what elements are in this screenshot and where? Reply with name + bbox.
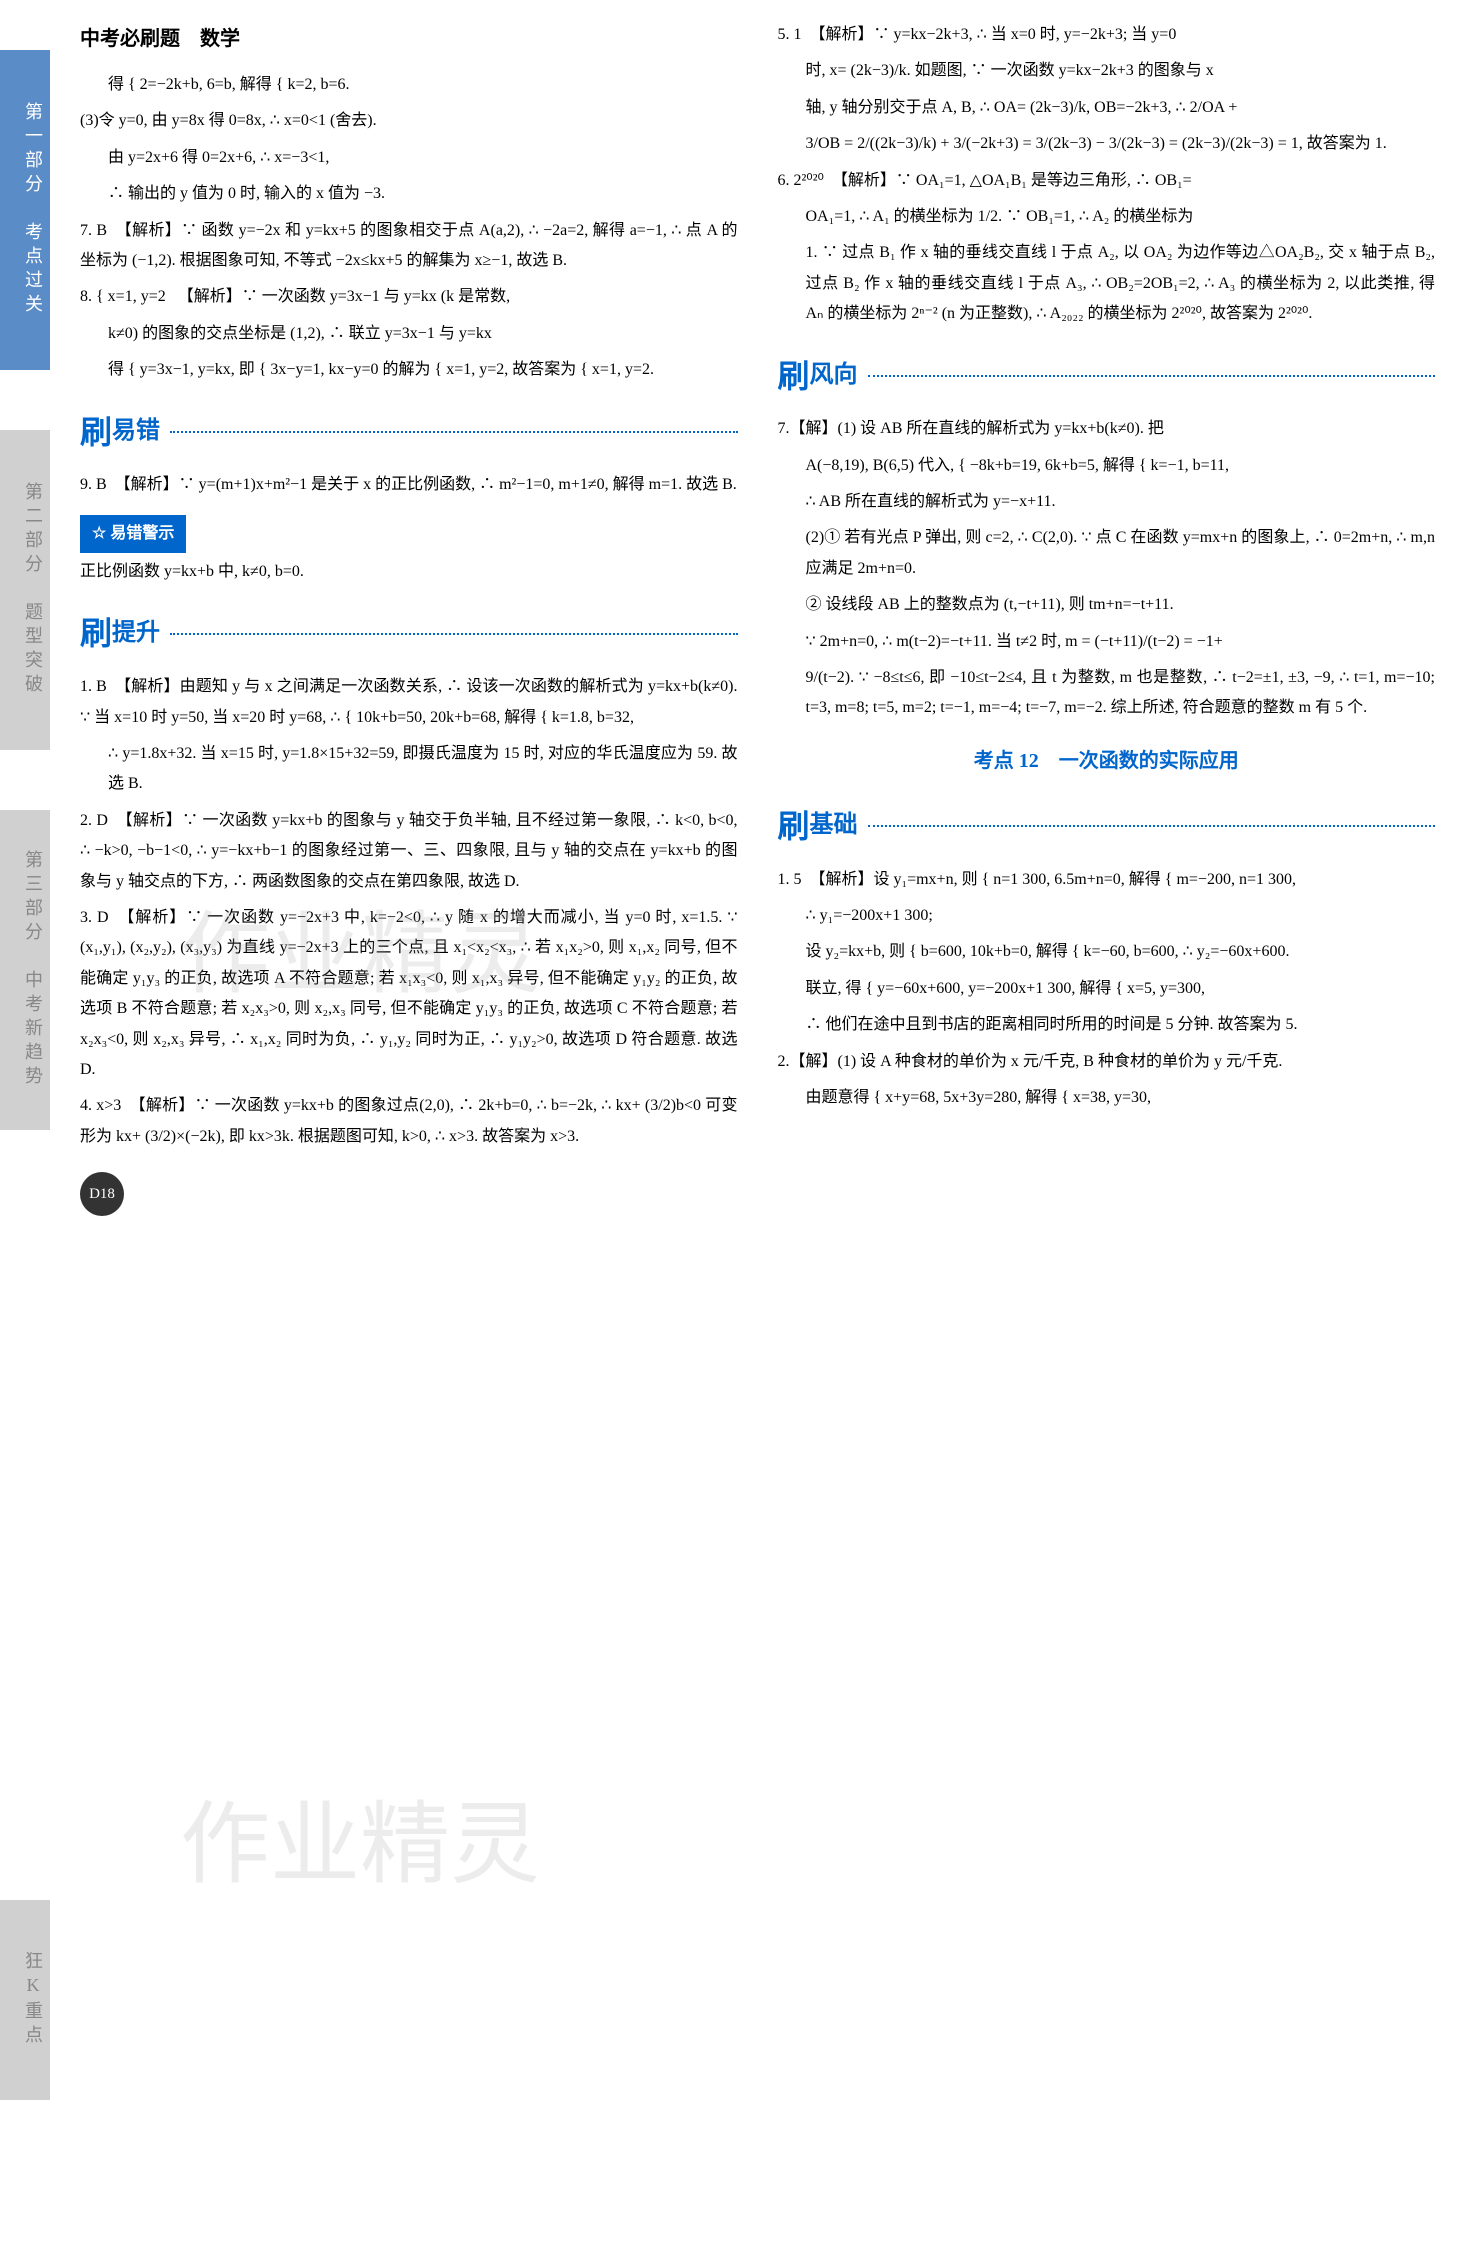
content-area: 中考必刷题 数学 得 { 2=−2k+b, 6=b, 解得 { k=2, b=6… — [50, 0, 1475, 1256]
tab-part4: 狂K重点 — [0, 1900, 50, 2100]
solution-text: (3)令 y=0, 由 y=8x 得 0=8x, ∴ x=0<1 (舍去). — [80, 106, 738, 136]
solution-text: 得 { 2=−2k+b, 6=b, 解得 { k=2, b=6. — [80, 70, 738, 100]
tisheng-q1: 1. B 【解析】由题知 y 与 x 之间满足一次函数关系, ∴ 设该一次函数的… — [80, 672, 738, 733]
left-column: 中考必刷题 数学 得 { 2=−2k+b, 6=b, 解得 { k=2, b=6… — [80, 20, 738, 1216]
solution-text: A(−8,19), B(6,5) 代入, { −8k+b=19, 6k+b=5,… — [778, 451, 1436, 481]
solution-text: ∴ 输出的 y 值为 0 时, 输入的 x 值为 −3. — [80, 179, 738, 209]
tisheng-q2: 2. D 【解析】∵ 一次函数 y=kx+b 的图象与 y 轴交于负半轴, 且不… — [80, 806, 738, 897]
section-big: 刷 — [778, 346, 810, 407]
tisheng-q4: 4. x>3 【解析】∵ 一次函数 y=kx+b 的图象过点(2,0), ∴ 2… — [80, 1091, 738, 1152]
solution-text: k≠0) 的图象的交点坐标是 (1,2), ∴ 联立 y=3x−1 与 y=kx — [80, 319, 738, 349]
section-big: 刷 — [80, 603, 112, 664]
section-big: 刷 — [778, 796, 810, 857]
solution-text: ∴ y=1.8x+32. 当 x=15 时, y=1.8×15+32=59, 即… — [80, 739, 738, 800]
tab-part2: 第二部分 题型突破 — [0, 430, 50, 750]
page-title: 中考必刷题 数学 — [80, 20, 738, 58]
page-number: D18 — [80, 1172, 124, 1216]
right-column: 5. 1 【解析】∵ y=kx−2k+3, ∴ 当 x=0 时, y=−2k+3… — [778, 20, 1436, 1216]
solution-text: (2)① 若有光点 P 弹出, 则 c=2, ∴ C(2,0). ∵ 点 C 在… — [778, 523, 1436, 584]
star-icon: ☆ — [92, 525, 106, 542]
section-yicuo: 刷易错 — [80, 402, 738, 463]
question-9: 9. B 【解析】∵ y=(m+1)x+m²−1 是关于 x 的正比例函数, ∴… — [80, 470, 738, 500]
warning-box: ☆易错警示 — [80, 515, 186, 553]
solution-text: 轴, y 轴分别交于点 A, B, ∴ OA= (2k−3)/k, OB=−2k… — [778, 93, 1436, 123]
tisheng-q3: 3. D 【解析】∵ 一次函数 y=−2x+3 中, k=−2<0, ∴ y 随… — [80, 903, 738, 1085]
section-label: 风向 — [810, 353, 858, 399]
solution-text: 时, x= (2k−3)/k. 如题图, ∵ 一次函数 y=kx−2k+3 的图… — [778, 56, 1436, 86]
fengxiang-q7: 7.【解】(1) 设 AB 所在直线的解析式为 y=kx+b(k≠0). 把 — [778, 414, 1436, 444]
question-6: 6. 2²⁰²⁰ 【解析】∵ OA₁=1, △OA₁B₁ 是等边三角形, ∴ O… — [778, 166, 1436, 196]
warning-label: 易错警示 — [110, 525, 174, 542]
solution-text: 9/(t−2). ∵ −8≤t≤6, 即 −10≤t−2≤4, 且 t 为整数,… — [778, 663, 1436, 724]
section-label: 提升 — [112, 611, 160, 657]
solution-text: ∴ 他们在途中且到书店的距离相同时所用的时间是 5 分钟. 故答案为 5. — [778, 1010, 1436, 1040]
solution-text: 3/OB = 2/((2k−3)/k) + 3/(−2k+3) = 3/(2k−… — [778, 129, 1436, 159]
solution-text: OA₁=1, ∴ A₁ 的横坐标为 1/2. ∵ OB₁=1, ∴ A₂ 的横坐… — [778, 202, 1436, 232]
solution-text: 由 y=2x+6 得 0=2x+6, ∴ x=−3<1, — [80, 143, 738, 173]
question-8: 8. { x=1, y=2 【解析】∵ 一次函数 y=3x−1 与 y=kx (… — [80, 282, 738, 312]
solution-text: ② 设线段 AB 上的整数点为 (t,−t+11), 则 tm+n=−t+11. — [778, 590, 1436, 620]
dots-decoration — [170, 633, 737, 635]
dots-decoration — [868, 825, 1435, 827]
dots-decoration — [170, 431, 737, 433]
section-label: 基础 — [810, 803, 858, 849]
section-jichu: 刷基础 — [778, 796, 1436, 857]
tab-part1: 第一部分 考点过关 — [0, 50, 50, 370]
dots-decoration — [868, 375, 1435, 377]
kaodian-12-title: 考点 12 一次函数的实际应用 — [778, 742, 1436, 780]
solution-text: ∵ 2m+n=0, ∴ m(t−2)=−t+11. 当 t≠2 时, m = (… — [778, 627, 1436, 657]
solution-text: 得 { y=3x−1, y=kx, 即 { 3x−y=1, kx−y=0 的解为… — [80, 355, 738, 385]
solution-text: 由题意得 { x+y=68, 5x+3y=280, 解得 { x=38, y=3… — [778, 1083, 1436, 1113]
question-7: 7. B 【解析】∵ 函数 y=−2x 和 y=kx+5 的图象相交于点 A(a… — [80, 216, 738, 277]
jichu-q1: 1. 5 【解析】设 y₁=mx+n, 则 { n=1 300, 6.5m+n=… — [778, 865, 1436, 895]
solution-text: ∴ AB 所在直线的解析式为 y=−x+11. — [778, 487, 1436, 517]
section-tisheng: 刷提升 — [80, 603, 738, 664]
jichu-q2: 2.【解】(1) 设 A 种食材的单价为 x 元/千克, B 种食材的单价为 y… — [778, 1047, 1436, 1077]
side-tabs: 第一部分 考点过关 第二部分 题型突破 第三部分 中考新趋势 狂K重点 — [0, 0, 50, 1256]
solution-text: 1. ∵ 过点 B₁ 作 x 轴的垂线交直线 l 于点 A₂, 以 OA₂ 为边… — [778, 238, 1436, 329]
question-5: 5. 1 【解析】∵ y=kx−2k+3, ∴ 当 x=0 时, y=−2k+3… — [778, 20, 1436, 50]
section-fengxiang: 刷风向 — [778, 346, 1436, 407]
section-label: 易错 — [112, 409, 160, 455]
tab-part3: 第三部分 中考新趋势 — [0, 810, 50, 1130]
warning-text: 正比例函数 y=kx+b 中, k≠0, b=0. — [80, 557, 738, 587]
solution-text: 设 y₂=kx+b, 则 { b=600, 10k+b=0, 解得 { k=−6… — [778, 937, 1436, 967]
watermark: 作业精灵 — [180, 1760, 540, 1931]
solution-text: ∴ y₁=−200x+1 300; — [778, 901, 1436, 931]
section-big: 刷 — [80, 402, 112, 463]
solution-text: 联立, 得 { y=−60x+600, y=−200x+1 300, 解得 { … — [778, 974, 1436, 1004]
